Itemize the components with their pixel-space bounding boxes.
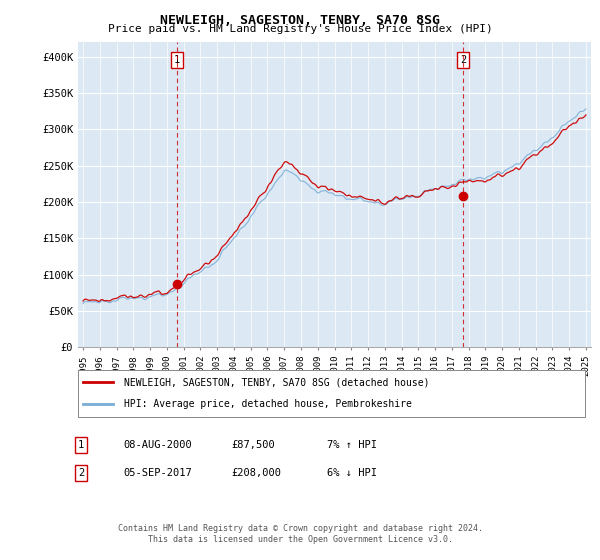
Text: 2: 2 xyxy=(78,468,84,478)
Text: 1: 1 xyxy=(174,55,180,65)
Text: 2: 2 xyxy=(460,55,466,65)
Text: 7% ↑ HPI: 7% ↑ HPI xyxy=(327,440,377,450)
Text: 08-AUG-2000: 08-AUG-2000 xyxy=(123,440,192,450)
Text: 6% ↓ HPI: 6% ↓ HPI xyxy=(327,468,377,478)
Text: Contains HM Land Registry data © Crown copyright and database right 2024.: Contains HM Land Registry data © Crown c… xyxy=(118,524,482,533)
Text: HPI: Average price, detached house, Pembrokeshire: HPI: Average price, detached house, Pemb… xyxy=(124,399,412,409)
Text: £208,000: £208,000 xyxy=(231,468,281,478)
Text: £87,500: £87,500 xyxy=(231,440,275,450)
Text: Price paid vs. HM Land Registry's House Price Index (HPI): Price paid vs. HM Land Registry's House … xyxy=(107,24,493,34)
Text: This data is licensed under the Open Government Licence v3.0.: This data is licensed under the Open Gov… xyxy=(148,535,452,544)
Text: 1: 1 xyxy=(78,440,84,450)
Text: 05-SEP-2017: 05-SEP-2017 xyxy=(123,468,192,478)
Text: NEWLEIGH, SAGESTON, TENBY, SA70 8SG: NEWLEIGH, SAGESTON, TENBY, SA70 8SG xyxy=(160,14,440,27)
Text: NEWLEIGH, SAGESTON, TENBY, SA70 8SG (detached house): NEWLEIGH, SAGESTON, TENBY, SA70 8SG (det… xyxy=(124,377,429,388)
